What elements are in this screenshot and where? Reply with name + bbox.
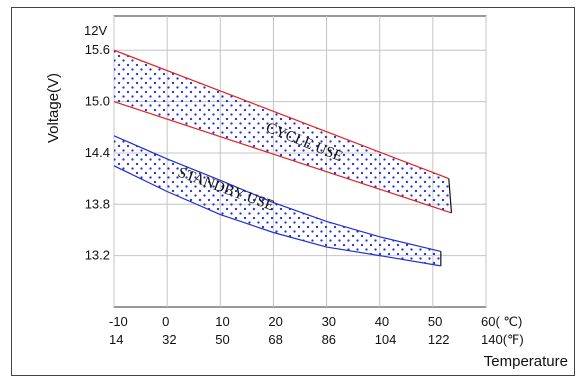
- x-tick-celsius-5: 40: [375, 314, 389, 329]
- band-fill-0: [114, 50, 452, 213]
- y-axis-label: Voltage(V): [45, 73, 62, 143]
- x-tick-fahrenheit-5: 104: [375, 332, 397, 347]
- y-tick-label-2: 14.4: [85, 145, 110, 160]
- x-tick-fahrenheit-2: 50: [215, 332, 229, 347]
- x-tick-fahrenheit-6: 122: [428, 332, 450, 347]
- x-tick-fahrenheit-3: 68: [268, 332, 282, 347]
- x-tick-fahrenheit-7: 140(℉): [481, 332, 524, 347]
- y-tick-label-4: 13.2: [85, 248, 110, 263]
- series-lower-line-1: [113, 165, 441, 267]
- x-axis-label: Temperature: [484, 353, 568, 370]
- x-tick-celsius-6: 50: [428, 314, 442, 329]
- x-tick-celsius-7: 60( ℃): [481, 314, 522, 329]
- series-end-cap-0: [448, 178, 453, 213]
- x-tick-celsius-1: 0: [162, 314, 169, 329]
- y-tick-label-3: 13.8: [85, 196, 110, 211]
- y-tick-label-0: 15.6: [85, 42, 110, 57]
- x-tick-fahrenheit-1: 32: [162, 332, 176, 347]
- bands: [113, 49, 453, 267]
- chart-frame: [11, 7, 575, 376]
- x-tick-fahrenheit-4: 86: [322, 332, 336, 347]
- y-tick-label-1: 15.0: [85, 94, 110, 109]
- x-tick-fahrenheit-0: 14: [109, 332, 123, 347]
- y-unit-note: 12V: [84, 23, 107, 38]
- x-tick-celsius-0: -10: [109, 314, 128, 329]
- series-lower-line-0: [113, 101, 452, 214]
- series-upper-line-1: [113, 135, 441, 252]
- x-tick-celsius-3: 20: [268, 314, 282, 329]
- ticks: 15.6 15.0 14.4 13.8 13.2 -10 0 10 20 30 40 50 60( ℃)…: [85, 42, 524, 347]
- x-tick-celsius-4: 30: [322, 314, 336, 329]
- series-upper-line-0: [113, 49, 450, 180]
- x-tick-celsius-2: 10: [215, 314, 229, 329]
- band-fill-1: [114, 135, 441, 266]
